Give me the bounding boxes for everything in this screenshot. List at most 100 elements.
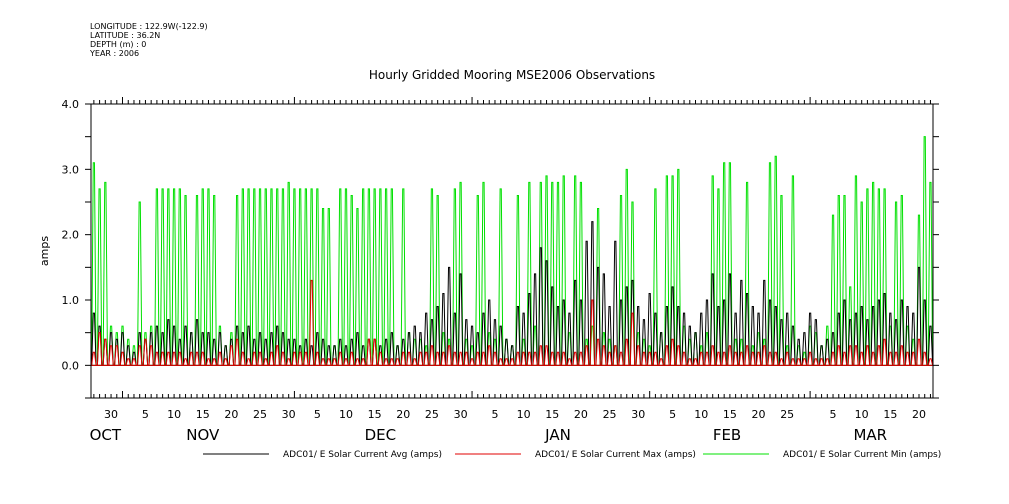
- chart-title: Hourly Gridded Mooring MSE2006 Observati…: [368, 68, 656, 82]
- series-1-spike: [807, 312, 813, 366]
- series-1-spike: [858, 306, 865, 366]
- series-1-spike: [131, 351, 137, 366]
- y-axis-label: amps: [38, 236, 51, 266]
- x-tick-label: 25: [603, 408, 617, 421]
- series-1-spike: [658, 332, 664, 366]
- series-2-spike: [732, 351, 739, 366]
- series-0-spike: [830, 214, 836, 366]
- series-2-spike: [710, 345, 716, 366]
- series-1-spike: [91, 312, 97, 366]
- series-1-spike: [171, 325, 177, 366]
- series-2-spike: [171, 351, 177, 366]
- series-1-spike: [452, 312, 458, 366]
- series-0-spike: [452, 188, 458, 366]
- series-1-spike: [492, 319, 498, 366]
- x-tick-label: 30: [104, 408, 118, 421]
- series-1-spike: [589, 221, 596, 366]
- series-0-spike: [263, 188, 269, 366]
- series-2-spike: [119, 351, 126, 366]
- legend-label: ADC01/ E Solar Current Max (amps): [535, 450, 696, 460]
- series-0-spike: [715, 188, 722, 366]
- series-1-spike: [853, 312, 859, 366]
- series-2-spike: [669, 338, 676, 366]
- x-tick-label: 20: [752, 408, 766, 421]
- series-0-spike: [102, 181, 109, 366]
- series-2-spike: [308, 279, 315, 366]
- series-1-spike: [314, 332, 321, 366]
- series-2-spike: [715, 351, 722, 366]
- series-2-spike: [853, 345, 859, 366]
- series-1-spike: [137, 332, 143, 366]
- series-2-spike: [755, 351, 762, 366]
- series-0-spike: [297, 188, 303, 366]
- series-1-spike: [893, 319, 899, 366]
- series-1-spike: [165, 319, 172, 366]
- series-1-spike: [320, 338, 326, 366]
- series-2-spike: [102, 338, 109, 366]
- series-2-spike: [807, 351, 813, 366]
- series-2-spike: [274, 345, 280, 366]
- series-0-spike: [366, 188, 372, 366]
- series-1-spike: [710, 273, 716, 366]
- series-0-spike: [383, 188, 389, 366]
- series-1-spike: [440, 292, 447, 366]
- series-1-spike: [251, 338, 258, 366]
- series-1-spike: [646, 292, 653, 366]
- series-0-spike: [280, 188, 286, 366]
- x-tick-label: 25: [425, 408, 439, 421]
- x-tick-label: 15: [545, 408, 559, 421]
- series-2-spike: [125, 358, 131, 366]
- series-2-spike: [251, 351, 258, 366]
- series-2-spike: [841, 351, 848, 366]
- x-month-label: NOV: [186, 426, 220, 444]
- series-0-spike: [371, 188, 378, 366]
- series-0-spike: [257, 188, 263, 366]
- series-2-spike: [836, 345, 842, 366]
- series-0-spike: [389, 188, 395, 366]
- series-1-spike: [664, 306, 670, 366]
- series-2-spike: [480, 351, 487, 366]
- series-2-spike: [595, 338, 601, 366]
- series-1-spike: [612, 240, 618, 366]
- series-2-spike: [606, 351, 613, 366]
- series-2-spike: [566, 358, 573, 366]
- series-1-spike: [669, 286, 676, 366]
- depth-label: DEPTH (m) : 0: [90, 40, 147, 49]
- series-0-spike: [555, 181, 561, 366]
- series-2-spike: [211, 358, 217, 366]
- series-1-spike: [532, 273, 538, 366]
- series-0-spike: [326, 208, 332, 366]
- x-tick-label: 30: [282, 408, 296, 421]
- series-1-spike: [486, 299, 492, 366]
- y-tick-label: 0.0: [62, 359, 80, 372]
- series-0-spike: [841, 194, 848, 366]
- series-2-spike: [154, 351, 160, 366]
- series-0-spike: [922, 136, 928, 366]
- series-0-spike: [675, 168, 682, 366]
- series-0-spike: [864, 188, 871, 366]
- series-2-spike: [222, 358, 229, 366]
- series-2-spike: [927, 358, 934, 366]
- series-1-spike: [423, 312, 429, 366]
- series-1-spike: [526, 292, 533, 366]
- series-1-spike: [624, 286, 630, 366]
- series-2-spike: [704, 351, 710, 366]
- y-tick-label: 2.0: [62, 229, 80, 242]
- series-0-spike: [159, 188, 166, 366]
- series-1-spike: [801, 332, 808, 366]
- series-2-spike: [646, 351, 653, 366]
- series-1-spike: [578, 299, 584, 366]
- series-1-spike: [790, 325, 796, 366]
- series-0-spike: [343, 188, 349, 366]
- series-1-spike: [308, 345, 315, 366]
- series-2-spike: [360, 358, 366, 366]
- series-1-spike: [675, 306, 682, 366]
- series-1-spike: [217, 332, 223, 366]
- series-1-spike: [555, 306, 561, 366]
- series-0-spike: [790, 175, 796, 366]
- series-1-spike: [480, 312, 487, 366]
- series-1-spike: [738, 279, 745, 366]
- series-2-spike: [629, 312, 636, 366]
- series-1-spike: [412, 325, 418, 366]
- x-tick-label: 10: [339, 408, 353, 421]
